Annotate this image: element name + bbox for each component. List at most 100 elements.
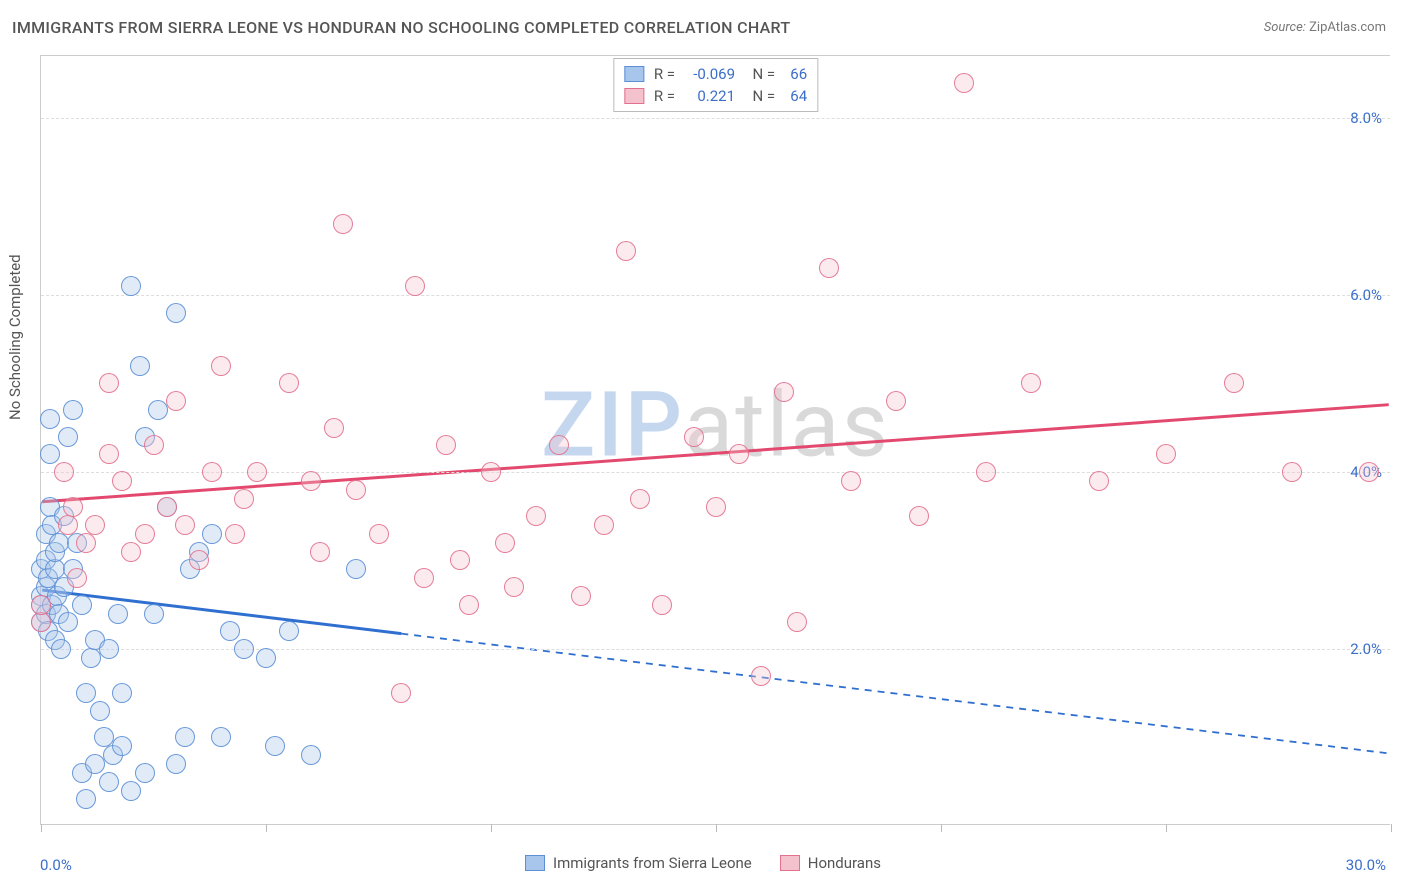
legend-row-2: R = 0.221 N = 64 <box>624 85 807 107</box>
data-point <box>225 524 245 544</box>
x-tick <box>491 824 492 832</box>
data-point <box>976 462 996 482</box>
data-point <box>99 772 119 792</box>
data-point <box>31 612 51 632</box>
x-axis-max-label: 30.0% <box>1346 856 1386 874</box>
trend-line-solid <box>42 405 1388 502</box>
data-point <box>459 595 479 615</box>
data-point <box>211 356 231 376</box>
gridline <box>41 118 1390 119</box>
data-point <box>135 524 155 544</box>
data-point <box>54 462 74 482</box>
data-point <box>1089 471 1109 491</box>
data-point <box>706 497 726 517</box>
source-value: ZipAtlas.com <box>1309 20 1386 35</box>
data-point <box>841 471 861 491</box>
data-point <box>108 604 128 624</box>
data-point <box>63 497 83 517</box>
data-point <box>684 427 704 447</box>
data-point <box>148 400 168 420</box>
data-point <box>175 515 195 535</box>
data-point <box>1282 462 1302 482</box>
data-point <box>202 462 222 482</box>
data-point <box>202 524 222 544</box>
gridline <box>41 295 1390 296</box>
data-point <box>616 241 636 261</box>
data-point <box>175 727 195 747</box>
data-point <box>166 303 186 323</box>
data-point <box>450 550 470 570</box>
data-point <box>751 666 771 686</box>
data-point <box>630 489 650 509</box>
data-point <box>130 356 150 376</box>
data-point <box>49 533 69 553</box>
correlation-legend: R = -0.069 N = 66 R = 0.221 N = 64 <box>613 58 818 112</box>
chart-title: IMMIGRANTS FROM SIERRA LEONE VS HONDURAN… <box>12 18 790 37</box>
y-tick-label: 2.0% <box>1350 640 1382 658</box>
source-label: Source: <box>1264 20 1306 35</box>
gridline <box>41 472 1390 473</box>
data-point <box>144 604 164 624</box>
legend-n-label-2: N = <box>745 85 775 107</box>
data-point <box>1224 373 1244 393</box>
data-point <box>135 763 155 783</box>
legend-r-value-1: -0.069 <box>683 63 735 85</box>
series-swatch-2 <box>780 855 800 871</box>
x-tick <box>266 824 267 832</box>
data-point <box>112 683 132 703</box>
data-point <box>1359 462 1379 482</box>
data-point <box>549 435 569 455</box>
watermark-zip: ZIP <box>541 372 684 477</box>
data-point <box>729 444 749 464</box>
trend-line-dashed <box>401 634 1388 754</box>
data-point <box>279 373 299 393</box>
data-point <box>81 648 101 668</box>
data-point <box>247 462 267 482</box>
data-point <box>211 727 231 747</box>
data-point <box>144 435 164 455</box>
data-point <box>90 701 110 721</box>
watermark: ZIPatlas <box>541 372 890 477</box>
x-axis-min-label: 0.0% <box>40 856 72 874</box>
chart-container: IMMIGRANTS FROM SIERRA LEONE VS HONDURAN… <box>0 0 1406 892</box>
data-point <box>85 754 105 774</box>
trend-lines <box>41 56 1390 824</box>
data-point <box>571 586 591 606</box>
legend-swatch-1 <box>624 66 644 82</box>
data-point <box>652 595 672 615</box>
x-tick <box>941 824 942 832</box>
data-point <box>99 373 119 393</box>
series-legend-item-1: Immigrants from Sierra Leone <box>525 854 752 872</box>
data-point <box>346 480 366 500</box>
series-legend: Immigrants from Sierra Leone Hondurans <box>525 854 881 872</box>
series-swatch-1 <box>525 855 545 871</box>
data-point <box>1156 444 1176 464</box>
legend-n-label-1: N = <box>745 63 775 85</box>
data-point <box>301 471 321 491</box>
data-point <box>40 444 60 464</box>
data-point <box>189 550 209 570</box>
data-point <box>819 258 839 278</box>
x-tick <box>716 824 717 832</box>
data-point <box>166 391 186 411</box>
data-point <box>886 391 906 411</box>
data-point <box>234 489 254 509</box>
y-axis-label: No Schooling Completed <box>6 254 24 420</box>
legend-r-value-2: 0.221 <box>683 85 735 107</box>
data-point <box>391 683 411 703</box>
data-point <box>58 612 78 632</box>
data-point <box>774 382 794 402</box>
series-label-1: Immigrants from Sierra Leone <box>553 854 752 872</box>
legend-swatch-2 <box>624 88 644 104</box>
data-point <box>787 612 807 632</box>
legend-n-value-2: 64 <box>783 85 807 107</box>
legend-row-1: R = -0.069 N = 66 <box>624 63 807 85</box>
legend-r-label-2: R = <box>654 85 675 107</box>
data-point <box>265 736 285 756</box>
source-credit: Source: ZipAtlas.com <box>1264 20 1386 35</box>
data-point <box>67 568 87 588</box>
data-point <box>112 736 132 756</box>
data-point <box>76 789 96 809</box>
data-point <box>31 595 51 615</box>
data-point <box>76 683 96 703</box>
